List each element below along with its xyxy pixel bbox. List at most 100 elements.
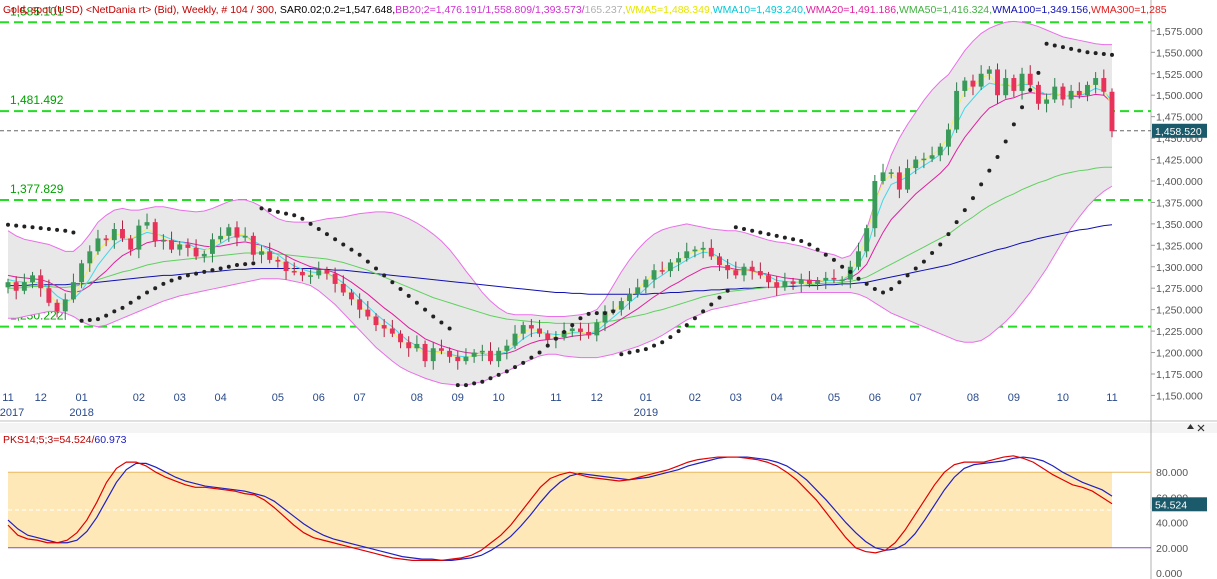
candle[interactable] xyxy=(954,82,960,133)
candle[interactable] xyxy=(880,163,886,185)
candle[interactable] xyxy=(1044,93,1050,113)
candle[interactable] xyxy=(1085,81,1090,102)
osc-pane-close-button[interactable] xyxy=(1197,424,1205,432)
candle[interactable] xyxy=(54,299,60,318)
candle[interactable] xyxy=(995,63,1000,104)
candle[interactable] xyxy=(463,348,469,365)
candle[interactable] xyxy=(741,263,747,282)
candle[interactable] xyxy=(340,275,346,296)
candle[interactable] xyxy=(365,301,371,320)
candle[interactable] xyxy=(937,143,943,162)
candle[interactable] xyxy=(798,273,804,293)
candle[interactable] xyxy=(504,339,510,360)
candle[interactable] xyxy=(700,241,706,259)
candle[interactable] xyxy=(455,350,461,370)
candle[interactable] xyxy=(30,271,35,289)
candle[interactable] xyxy=(921,152,927,169)
candle[interactable] xyxy=(1109,88,1115,138)
candle[interactable] xyxy=(692,246,698,258)
candle[interactable] xyxy=(79,259,85,289)
candle[interactable] xyxy=(823,271,829,290)
candle[interactable] xyxy=(520,321,526,340)
candle[interactable] xyxy=(708,239,714,260)
candle[interactable] xyxy=(438,339,444,355)
osc-pane-minimize-button[interactable] xyxy=(1187,424,1194,429)
candle[interactable] xyxy=(1093,72,1099,94)
candle[interactable] xyxy=(193,239,199,260)
candle[interactable] xyxy=(479,344,485,362)
candle[interactable] xyxy=(103,235,109,247)
candle[interactable] xyxy=(1011,74,1017,97)
candle[interactable] xyxy=(766,271,771,289)
candle[interactable] xyxy=(299,268,305,282)
candle[interactable] xyxy=(226,223,232,242)
candle[interactable] xyxy=(1101,69,1107,96)
candle[interactable] xyxy=(275,256,281,268)
candle[interactable] xyxy=(447,347,453,363)
candle[interactable] xyxy=(70,273,76,303)
candle[interactable] xyxy=(635,278,641,298)
candle[interactable] xyxy=(1035,81,1041,110)
candle[interactable] xyxy=(414,335,420,352)
candle[interactable] xyxy=(259,245,264,264)
candle[interactable] xyxy=(430,342,436,370)
candle[interactable] xyxy=(373,313,379,332)
candle[interactable] xyxy=(569,325,575,338)
candle[interactable] xyxy=(733,261,739,279)
candle[interactable] xyxy=(978,65,984,91)
candle[interactable] xyxy=(250,232,256,261)
candle[interactable] xyxy=(545,330,551,346)
candle[interactable] xyxy=(62,293,68,320)
candle[interactable] xyxy=(815,277,821,290)
candle[interactable] xyxy=(512,325,518,350)
candle[interactable] xyxy=(160,234,166,250)
candle[interactable] xyxy=(136,219,142,259)
candle[interactable] xyxy=(1027,65,1033,89)
candle[interactable] xyxy=(537,319,543,338)
candle[interactable] xyxy=(986,66,992,80)
candle[interactable] xyxy=(120,220,125,242)
candle[interactable] xyxy=(717,253,722,272)
candle[interactable] xyxy=(659,261,665,275)
candle[interactable] xyxy=(5,278,11,294)
candle[interactable] xyxy=(169,231,175,254)
candle[interactable] xyxy=(725,259,731,279)
candle[interactable] xyxy=(888,168,894,179)
candle[interactable] xyxy=(962,77,968,97)
candle[interactable] xyxy=(594,319,600,342)
candle[interactable] xyxy=(831,269,837,284)
candle[interactable] xyxy=(896,166,902,199)
candle[interactable] xyxy=(618,297,624,316)
candle[interactable] xyxy=(586,323,592,339)
candle[interactable] xyxy=(1076,82,1082,99)
candle[interactable] xyxy=(684,242,690,262)
candle[interactable] xyxy=(144,213,150,230)
candle[interactable] xyxy=(905,159,911,193)
candle[interactable] xyxy=(913,156,919,175)
candle[interactable] xyxy=(1003,69,1009,99)
candle[interactable] xyxy=(839,276,845,286)
candle[interactable] xyxy=(218,227,224,243)
candle[interactable] xyxy=(945,123,951,156)
candle[interactable] xyxy=(234,221,240,247)
candle[interactable] xyxy=(471,349,477,363)
candle[interactable] xyxy=(757,262,763,279)
candle[interactable] xyxy=(201,250,207,263)
candle[interactable] xyxy=(667,259,673,278)
candle[interactable] xyxy=(627,288,632,310)
candle[interactable] xyxy=(332,267,338,293)
candle[interactable] xyxy=(643,276,649,294)
candle[interactable] xyxy=(651,264,657,289)
candle[interactable] xyxy=(929,146,935,163)
candle[interactable] xyxy=(1060,83,1066,106)
candle[interactable] xyxy=(177,241,183,256)
candle[interactable] xyxy=(602,305,608,332)
candle[interactable] xyxy=(1019,67,1025,100)
candle[interactable] xyxy=(316,261,322,279)
candle[interactable] xyxy=(111,223,117,249)
candle[interactable] xyxy=(21,273,27,295)
candle[interactable] xyxy=(577,322,583,341)
candle[interactable] xyxy=(381,319,387,338)
candle[interactable] xyxy=(128,235,134,256)
candle[interactable] xyxy=(488,342,493,365)
